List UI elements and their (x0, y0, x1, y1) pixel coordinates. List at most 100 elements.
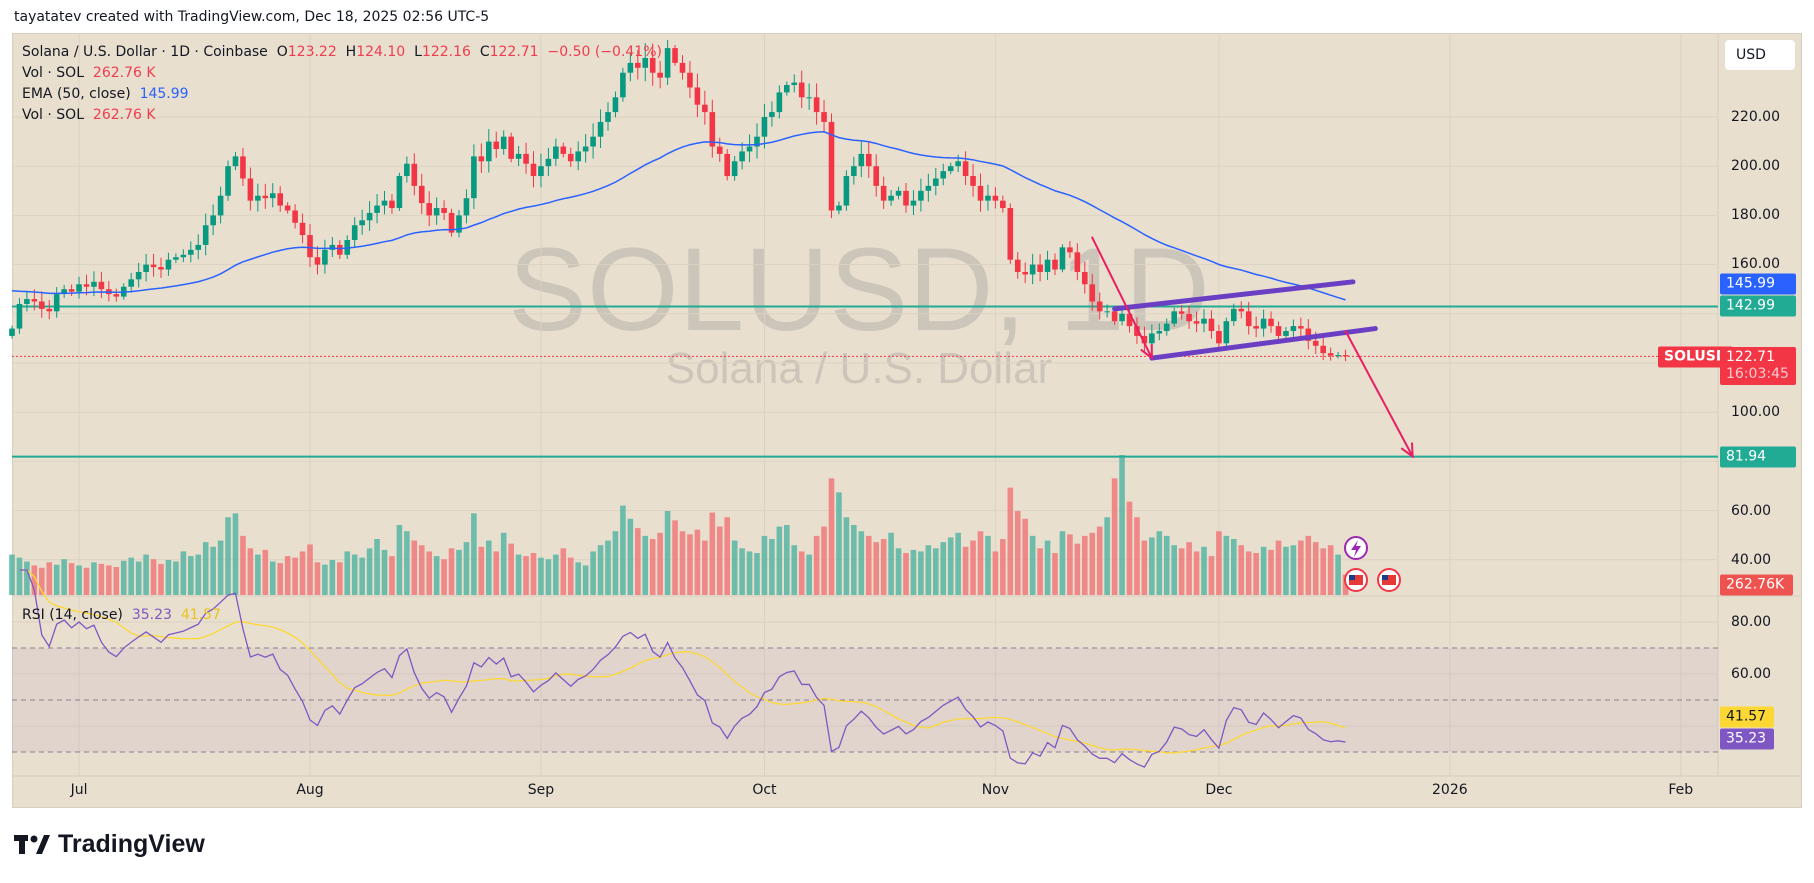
candle-body (977, 185, 984, 201)
volume-bar (404, 531, 410, 595)
candle-body (925, 185, 932, 191)
candle-body (1231, 308, 1237, 322)
rsi-ma-line (19, 569, 1346, 754)
candle-body (322, 249, 328, 265)
candle-body (1141, 335, 1148, 344)
last-price-tag: 122.71 16:03:45 (1720, 347, 1796, 385)
volume-bar (493, 551, 500, 595)
volume-bar (1290, 545, 1297, 595)
volume-bar (821, 526, 827, 595)
volume-bar (1268, 549, 1274, 595)
volume-bar (1007, 487, 1014, 595)
legend-main: Solana / U.S. Dollar · 1D · Coinbase O12… (22, 44, 662, 60)
price-tick: 60.00 (1731, 503, 1772, 519)
volume-bar (39, 567, 45, 595)
candle-body (68, 289, 75, 292)
volume-bar (411, 540, 418, 595)
candle-body (798, 82, 805, 98)
candle-body (769, 112, 775, 117)
candle-body (761, 117, 768, 137)
arrowhead-icon (1400, 442, 1414, 459)
candle-body (821, 112, 827, 122)
candle-body (642, 57, 649, 68)
volume-bar (486, 540, 492, 595)
volume-bar (1193, 551, 1200, 595)
legend-rsi[interactable]: RSI (14, close) 35.23 41.57 (22, 607, 221, 623)
volume-bar (24, 561, 30, 595)
volume-bar (739, 548, 745, 595)
candle-body (366, 212, 373, 221)
level-high-tag[interactable]: 142.99 (1720, 295, 1796, 317)
volume-bar (143, 554, 149, 595)
candle-body (53, 294, 60, 312)
candle-body (851, 166, 857, 177)
level-low-tag[interactable]: 81.94 (1720, 446, 1796, 468)
currency-button[interactable]: USD (1725, 40, 1795, 70)
candle-body (1007, 208, 1014, 260)
volume-bar (374, 539, 380, 595)
candle-body (1312, 340, 1319, 346)
volume-bar (128, 557, 134, 595)
symbol-title[interactable]: Solana / U.S. Dollar · 1D · Coinbase (22, 44, 268, 60)
volume-bar (597, 545, 604, 595)
candle-body (970, 176, 976, 186)
volume-bar (68, 563, 75, 595)
volume-bar (858, 531, 865, 595)
candle-body (210, 215, 216, 226)
volume-bar (1022, 518, 1028, 595)
volume-bar (985, 535, 991, 595)
volume-bar (1096, 526, 1103, 595)
candle-body (1283, 331, 1289, 336)
price-tick: 180.00 (1731, 207, 1780, 223)
volume-bar (1186, 542, 1192, 595)
candle-body (1163, 323, 1170, 332)
volume-bar (657, 532, 663, 595)
time-tick: Oct (752, 782, 777, 798)
candle-body (262, 195, 269, 199)
volume-bar (1312, 542, 1319, 595)
volume-label-2: Vol · SOL (22, 107, 85, 123)
volume-bar (679, 531, 686, 595)
candle-body (24, 299, 30, 304)
candle-body (1037, 264, 1043, 272)
tradingview-logo[interactable]: TradingView (14, 830, 205, 859)
candle-body (381, 200, 388, 206)
candle-body (1201, 318, 1207, 324)
volume-bar (1231, 539, 1237, 595)
candle-body (508, 136, 514, 159)
close-label: C (479, 44, 490, 60)
volume-bar (202, 542, 209, 595)
volume-bar (1014, 511, 1021, 595)
volume-bar (813, 535, 820, 595)
legend-ema[interactable]: EMA (50, close) 145.99 (22, 86, 189, 102)
volume-bar (709, 512, 716, 595)
candle-body (687, 72, 693, 88)
volume-bar (448, 548, 455, 595)
volume-bar (16, 557, 23, 595)
candle-body (344, 240, 351, 255)
candle-body (739, 151, 745, 162)
volume-bar (396, 525, 403, 595)
volume-bar (1104, 517, 1110, 595)
volume-bar (113, 567, 120, 595)
candle-body (1059, 247, 1066, 270)
candle-body (553, 146, 559, 159)
volume-bar (925, 545, 932, 595)
legend-volume-2[interactable]: Vol · SOL 262.76 K (22, 107, 156, 123)
volume-bar (262, 549, 269, 595)
volume-bar (843, 517, 850, 595)
change-value: −0.50 (−0.41%) (547, 44, 662, 60)
volume-bar (798, 551, 805, 595)
volume-bar (515, 554, 522, 595)
legend-volume[interactable]: Vol · SOL 262.76 K (22, 65, 156, 81)
price-tick: 160.00 (1731, 256, 1780, 272)
us-flag-icon (1382, 575, 1396, 585)
candle-body (351, 225, 358, 240)
volume-bar (605, 540, 611, 595)
low-value: 122.16 (421, 44, 471, 60)
time-tick: Feb (1668, 782, 1694, 798)
rsi-tick: 60.00 (1731, 666, 1772, 682)
candle-body (389, 200, 395, 209)
